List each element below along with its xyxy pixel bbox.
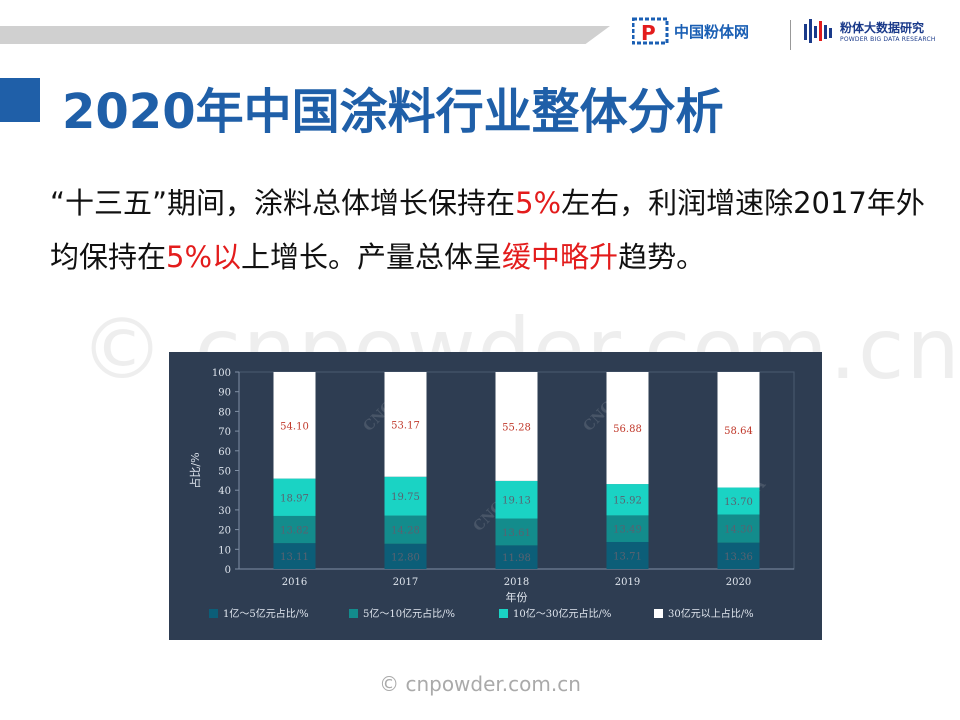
- y-tick-label: 30: [218, 506, 231, 517]
- bar-signal-icon: [804, 19, 832, 43]
- body-text-1: “十三五”期间，涂料总体增长保持在: [50, 186, 516, 220]
- data-label: 11.98: [502, 553, 531, 564]
- logo-divider: [790, 20, 791, 50]
- body-highlight-1: 5%: [515, 186, 562, 220]
- bar-segment: [273, 478, 316, 516]
- bar-segment: [273, 515, 316, 544]
- slide-body-paragraph: “十三五”期间，涂料总体增长保持在5%左右，利润增速除2017年外均保持在5%以…: [50, 176, 930, 284]
- body-highlight-2: 5%以: [166, 240, 242, 274]
- data-label: 19.75: [391, 492, 420, 503]
- data-label: 14.30: [724, 525, 753, 536]
- bar-segment: [384, 543, 427, 569]
- data-label: 12.80: [391, 552, 420, 563]
- logo2-subtitle: POWDER BIG DATA RESEARCH: [840, 36, 936, 43]
- logo2-title: 粉体大数据研究: [840, 21, 925, 35]
- bar-segment: [717, 514, 760, 543]
- legend-label: 30亿元以上占比/%: [668, 607, 754, 620]
- logo-mark-icon: P: [631, 16, 670, 46]
- footer-watermark: © cnpowder.com.cn: [379, 672, 581, 696]
- legend-swatch: [349, 609, 358, 618]
- legend-swatch: [654, 609, 663, 618]
- cnpowder-logo: P 中国粉体网: [631, 16, 750, 46]
- data-label: 53.17: [391, 420, 420, 431]
- bar-segment: [717, 372, 760, 488]
- data-label: 13.82: [280, 526, 309, 537]
- bar-segment: [717, 487, 760, 515]
- x-tick-label: 2019: [615, 577, 640, 588]
- big-data-logo: 粉体大数据研究 POWDER BIG DATA RESEARCH: [802, 16, 936, 46]
- data-label: 13.36: [724, 552, 753, 563]
- legend-label: 1亿～5亿元占比/%: [223, 607, 309, 620]
- bar-segment: [606, 372, 649, 485]
- y-tick-label: 70: [218, 427, 231, 438]
- data-label: 19.13: [502, 496, 531, 507]
- data-label: 13.11: [280, 552, 309, 563]
- body-text-4: 趋势。: [618, 240, 706, 274]
- data-label: 13.61: [502, 528, 531, 539]
- y-tick-label: 10: [218, 545, 231, 556]
- slide-title: 2020年中国涂料行业整体分析: [62, 84, 724, 140]
- y-axis-label: 占比/%: [188, 452, 202, 488]
- data-label: 14.28: [391, 526, 420, 537]
- y-tick-label: 60: [218, 447, 231, 458]
- y-tick-label: 80: [218, 407, 231, 418]
- x-axis-label: 年份: [506, 590, 528, 604]
- bar-segment: [273, 372, 316, 479]
- y-tick-label: 0: [225, 565, 231, 576]
- data-label: 58.64: [724, 426, 753, 437]
- legend-label: 10亿～30亿元占比/%: [513, 607, 611, 620]
- title-marker: [0, 78, 40, 122]
- body-text-3: 上增长。产量总体呈: [241, 240, 503, 274]
- data-label: 18.97: [280, 493, 309, 504]
- bar-segment: [273, 543, 316, 569]
- header-bar: [0, 26, 610, 44]
- legend-label: 5亿～10亿元占比/%: [363, 607, 455, 620]
- data-label: 54.10: [280, 421, 309, 432]
- body-text-2: 左右，利润增速除2017年外均保持在: [50, 186, 925, 274]
- x-tick-label: 2017: [393, 577, 418, 588]
- bar-segment: [495, 518, 538, 546]
- data-label: 13.70: [724, 497, 753, 508]
- data-label: 13.49: [613, 525, 642, 536]
- data-label: 56.88: [613, 424, 642, 435]
- svg-text:P: P: [641, 21, 656, 45]
- body-highlight-3: 缓中略升: [502, 240, 619, 274]
- bar-segment: [717, 542, 760, 569]
- bar-segment: [495, 372, 538, 481]
- legend-swatch: [499, 609, 508, 618]
- x-tick-label: 2016: [282, 577, 307, 588]
- stacked-bar-chart: CNCIACNCIACNCIACNCIA01020304050607080901…: [188, 368, 795, 620]
- bar-segment: [384, 372, 427, 477]
- data-label: 55.28: [502, 422, 531, 433]
- x-tick-label: 2018: [504, 577, 529, 588]
- y-tick-label: 90: [218, 388, 231, 399]
- y-tick-label: 20: [218, 526, 231, 537]
- chart-panel: CNCIACNCIACNCIACNCIA01020304050607080901…: [169, 352, 822, 640]
- legend-swatch: [209, 609, 218, 618]
- y-tick-label: 100: [212, 368, 231, 379]
- bar-segment: [384, 476, 427, 516]
- x-tick-label: 2020: [726, 577, 751, 588]
- bar-segment: [384, 515, 427, 544]
- bar-segment: [606, 541, 649, 569]
- bar-segment: [495, 545, 538, 569]
- bar-segment: [606, 515, 649, 542]
- y-tick-label: 50: [218, 467, 231, 478]
- data-label: 15.92: [613, 496, 642, 507]
- data-label: 13.71: [613, 551, 642, 562]
- bar-segment: [606, 484, 649, 516]
- logo-text: 中国粉体网: [674, 22, 750, 41]
- bar-segment: [495, 480, 538, 519]
- y-tick-label: 40: [218, 486, 231, 497]
